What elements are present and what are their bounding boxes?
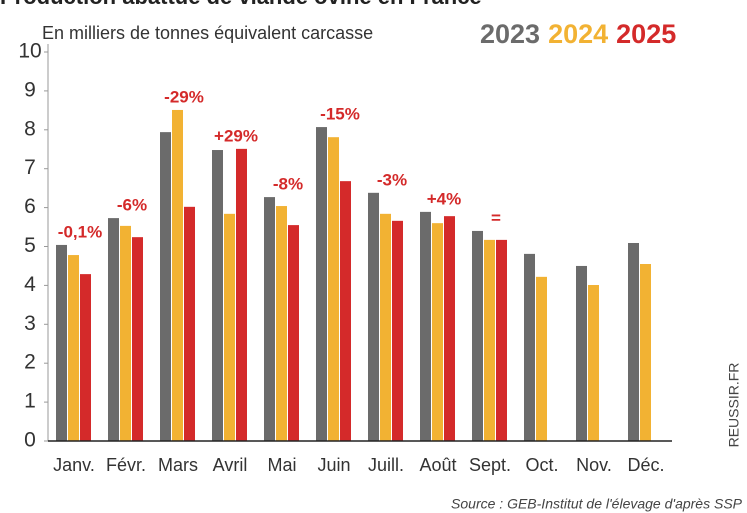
y-tick-label: 0: [24, 429, 36, 452]
bar: [444, 216, 455, 441]
bar: [108, 218, 119, 441]
bar: [236, 148, 247, 441]
bar: [56, 244, 67, 441]
x-tick-label: Juill.: [368, 455, 404, 475]
source: Source : GEB-Institut de l'élevage d'apr…: [451, 496, 743, 512]
bar: [524, 253, 535, 441]
x-tick-label: Sept.: [469, 455, 511, 475]
bar: [432, 223, 443, 441]
y-tick-label: 9: [24, 78, 36, 101]
bar: [472, 230, 483, 441]
bar: [340, 181, 351, 441]
y-tick-label: 8: [24, 117, 36, 140]
x-tick-label: Mars: [158, 455, 198, 475]
x-tick-label: Juin: [317, 455, 350, 475]
bar: [288, 225, 299, 441]
x-tick-label: Déc.: [627, 455, 664, 475]
annotation: -3%: [377, 170, 407, 189]
x-tick-label: Août: [419, 455, 456, 475]
bar: [496, 239, 507, 441]
y-tick-label: 7: [24, 156, 36, 179]
annotation: -29%: [164, 87, 204, 106]
x-tick-label: Mai: [267, 455, 296, 475]
bar: [80, 274, 91, 441]
bar: [484, 239, 495, 441]
bar: [160, 132, 171, 441]
bar: [588, 285, 599, 441]
annotation: =: [491, 208, 501, 227]
bar: [328, 137, 339, 442]
annotation: +29%: [214, 126, 258, 145]
bar: [68, 255, 79, 441]
y-tick-label: 5: [24, 234, 36, 257]
annotation: -8%: [273, 175, 303, 194]
bar: [420, 211, 431, 441]
legend-entry: 2023: [480, 19, 540, 49]
y-tick-label: 4: [24, 273, 36, 296]
bar: [120, 225, 131, 441]
y-tick-label: 1: [24, 390, 36, 413]
bar: [640, 264, 651, 441]
y-tick-label: 10: [18, 40, 41, 63]
bar: [224, 213, 235, 441]
x-tick-label: Nov.: [576, 455, 612, 475]
chart-title: Production abattue de viande ovine en Fr…: [0, 0, 482, 9]
bar: [184, 206, 195, 441]
y-tick-label: 2: [24, 351, 36, 374]
x-tick-label: Févr.: [106, 455, 146, 475]
bar: [212, 150, 223, 441]
bar: [264, 197, 275, 441]
bar: [172, 109, 183, 441]
bar: [628, 242, 639, 441]
bar: [576, 265, 587, 441]
chart-subtitle: En milliers de tonnes équivalent carcass…: [42, 23, 373, 43]
x-tick-label: Avril: [213, 455, 248, 475]
bar: [276, 206, 287, 441]
annotation: -15%: [320, 105, 360, 124]
x-tick-label: Janv.: [53, 455, 95, 475]
bar: [368, 192, 379, 441]
bar: [316, 127, 327, 442]
bar: [380, 213, 391, 441]
legend-entry: 2024: [548, 19, 608, 49]
credit: REUSSIR.FR: [726, 363, 742, 448]
annotation: -0,1%: [58, 222, 102, 241]
legend-entry: 2025: [616, 19, 676, 49]
bar: [132, 237, 143, 441]
bar: [536, 276, 547, 441]
x-tick-label: Oct.: [525, 455, 558, 475]
bar: [392, 220, 403, 441]
y-tick-label: 3: [24, 312, 36, 335]
annotation: +4%: [427, 189, 462, 208]
y-tick-label: 6: [24, 195, 36, 218]
annotation: -6%: [117, 196, 147, 215]
